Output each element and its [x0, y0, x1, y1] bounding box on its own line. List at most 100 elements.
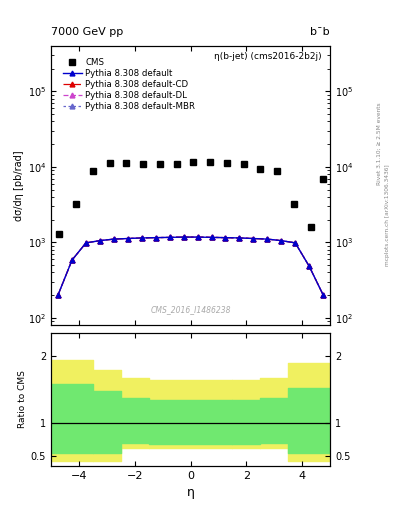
Pythia 8.308 default-CD: [125, 236, 130, 242]
CMS: [275, 168, 279, 175]
Pythia 8.308 default: [307, 263, 312, 269]
CMS: [74, 201, 79, 207]
Pythia 8.308 default-CD: [112, 236, 116, 242]
Pythia 8.308 default-CD: [181, 234, 186, 240]
Pythia 8.308 default: [167, 234, 172, 241]
Pythia 8.308 default-CD: [321, 292, 325, 298]
CMS: [321, 176, 325, 182]
Pythia 8.308 default: [125, 236, 130, 242]
Pythia 8.308 default-CD: [70, 257, 74, 263]
CMS: [124, 160, 129, 166]
Pythia 8.308 default-DL: [251, 236, 256, 242]
Pythia 8.308 default-MBR: [195, 234, 200, 240]
Pythia 8.308 default: [279, 238, 284, 244]
Y-axis label: Ratio to CMS: Ratio to CMS: [18, 371, 27, 429]
Pythia 8.308 default: [97, 238, 102, 244]
Pythia 8.308 default-CD: [307, 263, 312, 269]
Pythia 8.308 default-DL: [293, 240, 298, 246]
Pythia 8.308 default-CD: [279, 238, 284, 244]
Pythia 8.308 default-MBR: [223, 234, 228, 241]
Text: CMS_2016_I1486238: CMS_2016_I1486238: [151, 305, 231, 314]
Pythia 8.308 default-DL: [307, 263, 312, 269]
Pythia 8.308 default-MBR: [251, 236, 256, 242]
CMS: [174, 161, 179, 167]
CMS: [57, 230, 62, 237]
CMS: [308, 224, 313, 230]
X-axis label: η: η: [187, 486, 195, 499]
CMS: [241, 161, 246, 167]
Pythia 8.308 default-MBR: [70, 257, 74, 263]
Pythia 8.308 default-MBR: [279, 238, 284, 244]
Pythia 8.308 default-CD: [167, 234, 172, 241]
Pythia 8.308 default: [181, 234, 186, 240]
CMS: [158, 161, 162, 167]
Pythia 8.308 default-DL: [181, 234, 186, 240]
Legend: CMS, Pythia 8.308 default, Pythia 8.308 default-CD, Pythia 8.308 default-DL, Pyt: CMS, Pythia 8.308 default, Pythia 8.308 …: [61, 56, 197, 113]
Pythia 8.308 default-DL: [223, 234, 228, 241]
Pythia 8.308 default-DL: [70, 257, 74, 263]
CMS: [208, 159, 213, 165]
Pythia 8.308 default-MBR: [125, 236, 130, 242]
Text: η(b-jet) (cms2016-2b2j): η(b-jet) (cms2016-2b2j): [214, 52, 322, 60]
Pythia 8.308 default-CD: [153, 234, 158, 241]
Pythia 8.308 default: [223, 234, 228, 241]
CMS: [258, 165, 263, 172]
Pythia 8.308 default-MBR: [265, 236, 270, 242]
Pythia 8.308 default-MBR: [140, 235, 144, 241]
Text: Rivet 3.1.10; ≥ 2.5M events: Rivet 3.1.10; ≥ 2.5M events: [377, 102, 382, 185]
Pythia 8.308 default-MBR: [167, 234, 172, 241]
Pythia 8.308 default-DL: [153, 234, 158, 241]
Line: Pythia 8.308 default-CD: Pythia 8.308 default-CD: [56, 234, 325, 297]
Pythia 8.308 default: [112, 236, 116, 242]
Pythia 8.308 default: [321, 292, 325, 298]
Pythia 8.308 default-DL: [84, 240, 88, 246]
Pythia 8.308 default-CD: [56, 292, 61, 298]
Pythia 8.308 default-MBR: [84, 240, 88, 246]
Pythia 8.308 default-DL: [279, 238, 284, 244]
Pythia 8.308 default-MBR: [307, 263, 312, 269]
CMS: [191, 159, 196, 165]
Line: Pythia 8.308 default: Pythia 8.308 default: [56, 234, 325, 297]
CMS: [141, 161, 145, 167]
Pythia 8.308 default-MBR: [293, 240, 298, 246]
Text: mcplots.cern.ch [arXiv:1306.3436]: mcplots.cern.ch [arXiv:1306.3436]: [385, 164, 389, 266]
Pythia 8.308 default: [237, 235, 242, 241]
Pythia 8.308 default-MBR: [97, 238, 102, 244]
Pythia 8.308 default-DL: [112, 236, 116, 242]
Pythia 8.308 default: [153, 234, 158, 241]
Pythia 8.308 default-CD: [293, 240, 298, 246]
Pythia 8.308 default: [140, 235, 144, 241]
Pythia 8.308 default-MBR: [181, 234, 186, 240]
Pythia 8.308 default-CD: [265, 236, 270, 242]
Pythia 8.308 default: [265, 236, 270, 242]
Pythia 8.308 default-MBR: [56, 292, 61, 298]
Pythia 8.308 default-DL: [209, 234, 214, 241]
CMS: [90, 168, 95, 175]
Pythia 8.308 default-DL: [125, 236, 130, 242]
Pythia 8.308 default-DL: [56, 292, 61, 298]
Pythia 8.308 default-MBR: [237, 235, 242, 241]
Pythia 8.308 default-CD: [195, 234, 200, 240]
Pythia 8.308 default-CD: [97, 238, 102, 244]
Pythia 8.308 default-DL: [97, 238, 102, 244]
Pythia 8.308 default-DL: [195, 234, 200, 240]
Pythia 8.308 default-DL: [321, 292, 325, 298]
Pythia 8.308 default-MBR: [153, 234, 158, 241]
Pythia 8.308 default-MBR: [112, 236, 116, 242]
Line: Pythia 8.308 default-MBR: Pythia 8.308 default-MBR: [56, 234, 325, 297]
Pythia 8.308 default-MBR: [209, 234, 214, 241]
Pythia 8.308 default-CD: [140, 235, 144, 241]
Pythia 8.308 default-DL: [140, 235, 144, 241]
Pythia 8.308 default: [293, 240, 298, 246]
CMS: [107, 160, 112, 166]
Pythia 8.308 default-CD: [251, 236, 256, 242]
Y-axis label: dσ/dη [pb/rad]: dσ/dη [pb/rad]: [14, 150, 24, 221]
CMS: [224, 160, 229, 166]
Pythia 8.308 default: [70, 257, 74, 263]
Line: Pythia 8.308 default-DL: Pythia 8.308 default-DL: [56, 234, 325, 297]
Pythia 8.308 default: [195, 234, 200, 240]
Text: 7000 GeV pp: 7000 GeV pp: [51, 27, 123, 37]
Pythia 8.308 default-DL: [237, 235, 242, 241]
Pythia 8.308 default-CD: [209, 234, 214, 241]
Line: CMS: CMS: [56, 159, 326, 237]
